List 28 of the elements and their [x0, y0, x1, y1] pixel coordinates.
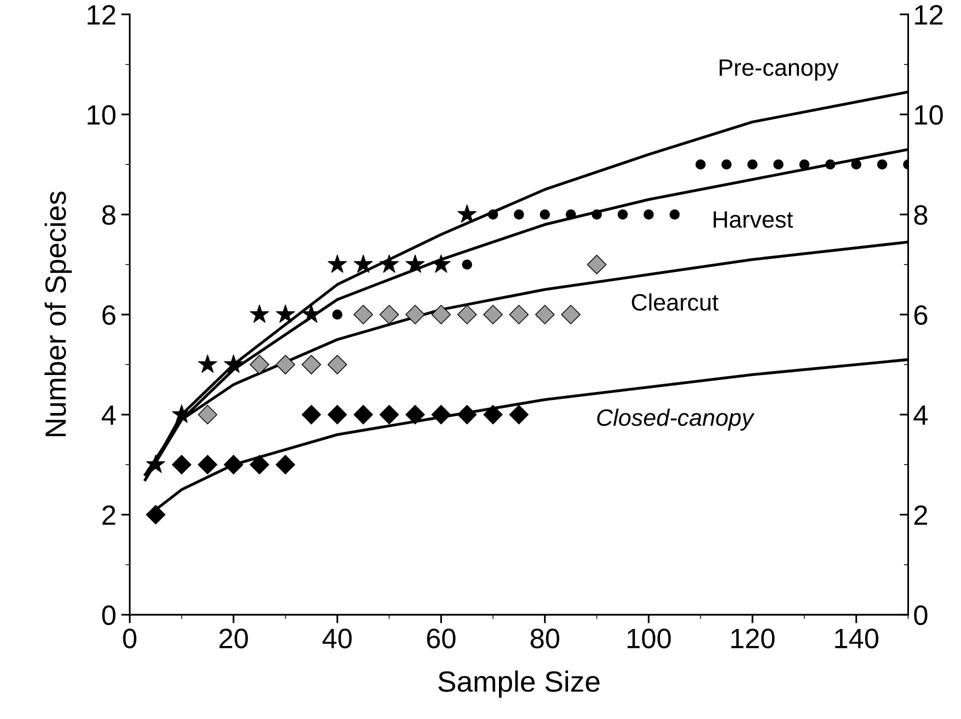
x-tick-label: 120	[731, 628, 775, 648]
annotation: Harvest	[714, 211, 793, 228]
y2-tick-label: 8	[914, 205, 928, 225]
y2-tick-label: 2	[914, 505, 928, 525]
y2-tick-label: 4	[914, 406, 928, 425]
x-tick-label: 40	[322, 628, 352, 648]
x-tick-label: 80	[530, 628, 560, 648]
y-tick-label: 6	[102, 305, 116, 325]
y2-tick-label: 10	[915, 105, 943, 125]
x-axis-title: Sample Size	[438, 670, 600, 698]
y-axis-title: Number of Species	[44, 192, 72, 436]
x-tick-label: 20	[219, 628, 248, 648]
x-tick-label: 140	[835, 628, 878, 648]
y-tick-label: 8	[102, 205, 116, 225]
y2-tick-label: 0	[914, 605, 928, 626]
y-tick-label: 4	[102, 406, 116, 425]
y2-tick-label: 6	[914, 305, 928, 325]
annotation: Clearcut	[632, 293, 718, 311]
y-tick-label: 0	[102, 605, 116, 626]
y-tick-label: 10	[88, 105, 116, 125]
x-tick-label: 0	[123, 628, 136, 648]
annotation: Closed-canopy	[597, 408, 755, 431]
y2-tick-label: 12	[915, 5, 943, 24]
x-tick-label: 60	[427, 628, 456, 648]
y-tick-label: 12	[88, 5, 116, 24]
y-tick-label: 2	[102, 505, 116, 525]
annotation: Pre-canopy	[720, 59, 838, 81]
x-tick-label: 100	[628, 628, 671, 648]
